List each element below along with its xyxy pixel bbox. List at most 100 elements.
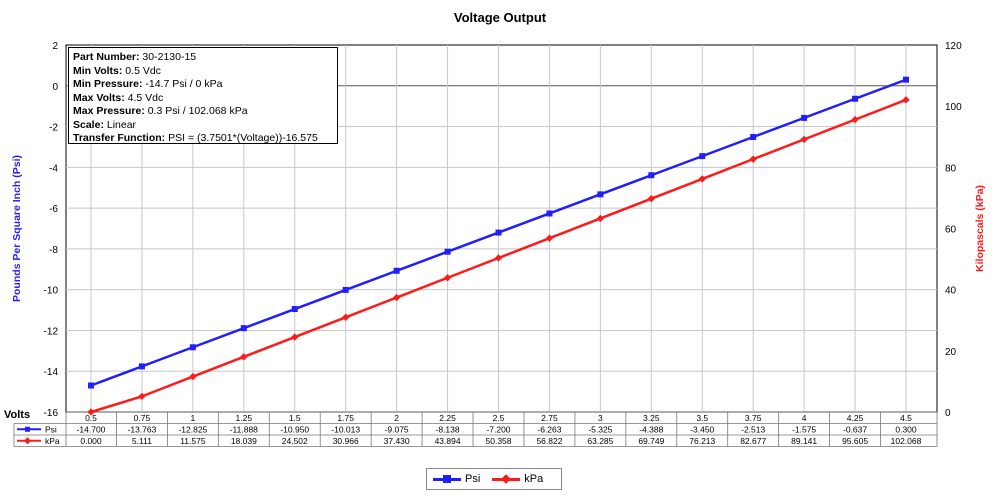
info-part-number: Part Number: 30-2130-15 [73,51,197,63]
data-point-kpa [749,155,757,163]
data-point-psi [903,76,909,83]
x-tick-label: 4.25 [847,413,864,423]
x-tick-label: 2 [394,413,399,423]
data-point-kpa [443,274,452,282]
info-scale: Scale: Linear [73,118,137,131]
y2-tick-label: 0 [945,408,951,419]
table-value: -10.950 [280,425,309,435]
table-value: 69.749 [638,436,664,446]
x-tick-label: 4 [802,413,807,423]
data-point-psi [750,134,757,141]
info-min-volts: Min Volts: 0.5 Vdc [73,64,161,77]
y2-axis-label: Kilopascals (kPa) [974,185,986,272]
x-tick-label: 3.75 [745,413,762,423]
x-tick-label: 2.5 [493,413,505,423]
table-value: -4.388 [639,425,663,435]
y-tick-label: 2 [52,41,58,52]
table-series-name: kPa [45,436,60,446]
table-value: 11.575 [180,436,206,446]
table-value: 5.111 [132,436,152,446]
table-value: 82.677 [740,436,766,446]
x-tick-label: 0.5 [85,413,97,423]
x-tick-label: 3.5 [696,413,708,423]
x-tick-label: 1 [191,413,196,423]
table-value: 0.300 [895,425,917,435]
table-value: 43.894 [435,436,461,446]
legend-psi-label: Psi [465,473,481,485]
x-tick-label: 3 [598,413,603,423]
data-point-psi [444,248,451,255]
y-axis-label: Pounds Per Square Inch (Psi) [11,155,23,302]
data-point-psi [852,95,859,102]
x-tick-label: 1.5 [289,413,301,423]
x-tick-label: 1.75 [337,413,354,423]
table-value: 30.966 [333,436,359,446]
table-value: 18.039 [231,436,257,446]
info-transfer-function: Transfer Function: PSI = (3.7501*(Voltag… [73,132,318,144]
table-value: -14.700 [77,425,106,435]
table-value: -12.825 [178,425,207,435]
y2-tick-label: 60 [945,225,957,236]
y-tick-label: -12 [44,326,59,337]
table-value: 50.358 [486,436,512,446]
legend-kpa-label: kPa [524,473,544,485]
data-point-psi [597,191,604,198]
table-value: -0.637 [843,425,867,435]
data-point-psi [495,229,502,236]
x-tick-label: 3.25 [643,413,660,423]
data-point-psi [546,210,553,217]
info-min-pressure: Min Pressure: -14.7 Psi / 0 kPa [73,78,223,90]
table-value: -3.450 [690,425,714,435]
data-point-psi [189,344,196,351]
y-tick-label: 0 [52,82,58,93]
table-value: -13.763 [128,425,157,435]
legend-kpa-swatch [492,474,521,484]
table-value: 63.285 [587,436,613,446]
y-tick-label: -10 [44,286,59,297]
data-point-kpa [87,408,95,416]
data-point-kpa [392,293,401,302]
x-tick-label: 0.75 [134,413,151,423]
data-point-kpa [240,353,248,361]
y2-tick-label: 20 [945,347,957,358]
y-tick-label: -4 [49,163,58,174]
legend-item-psi: Psi [433,473,480,485]
y-tick-label: -16 [44,408,59,419]
chart-title: Voltage Output [454,10,547,25]
table-value: -2.513 [741,425,765,435]
data-point-kpa [291,333,299,341]
table-value: 89.141 [791,436,817,446]
x-tick-label: 1.25 [236,413,253,423]
y-tick-label: -8 [49,245,58,256]
data-point-psi [240,325,247,332]
data-point-psi [342,286,349,293]
data-point-psi [393,267,400,274]
legend-psi-swatch [433,474,461,484]
x-tick-label: 4.5 [900,413,912,423]
data-point-psi [699,153,706,160]
data-point-kpa [138,392,146,401]
table-value: -11.888 [230,425,258,435]
y2-tick-label: 120 [945,41,962,52]
sensor-info-box: Part Number: 30-2130-15 Min Volts: 0.5 V… [68,47,338,144]
table-value: 0.000 [80,436,102,446]
data-point-kpa [647,195,655,203]
y-tick-label: -14 [44,367,59,378]
y-tick-label: -2 [49,123,58,134]
table-value: -9.075 [385,425,409,435]
data-point-psi [88,382,94,389]
chart-legend: Psi kPa [426,468,562,490]
table-value: 37.430 [384,436,410,446]
table-value: 95.605 [842,436,868,446]
data-point-kpa [545,234,554,242]
data-point-kpa [189,372,197,381]
table-value: 56.822 [536,436,562,446]
y-tick-label: -6 [49,204,58,215]
y2-tick-label: 80 [945,163,957,174]
data-point-psi [648,172,655,179]
legend-item-kpa: kPa [492,473,543,485]
table-value: 76.213 [689,436,715,446]
table-value: 24.502 [282,436,308,446]
info-max-pressure: Max Pressure: 0.3 Psi / 102.068 kPa [73,105,248,117]
table-value: -8.138 [436,425,460,435]
